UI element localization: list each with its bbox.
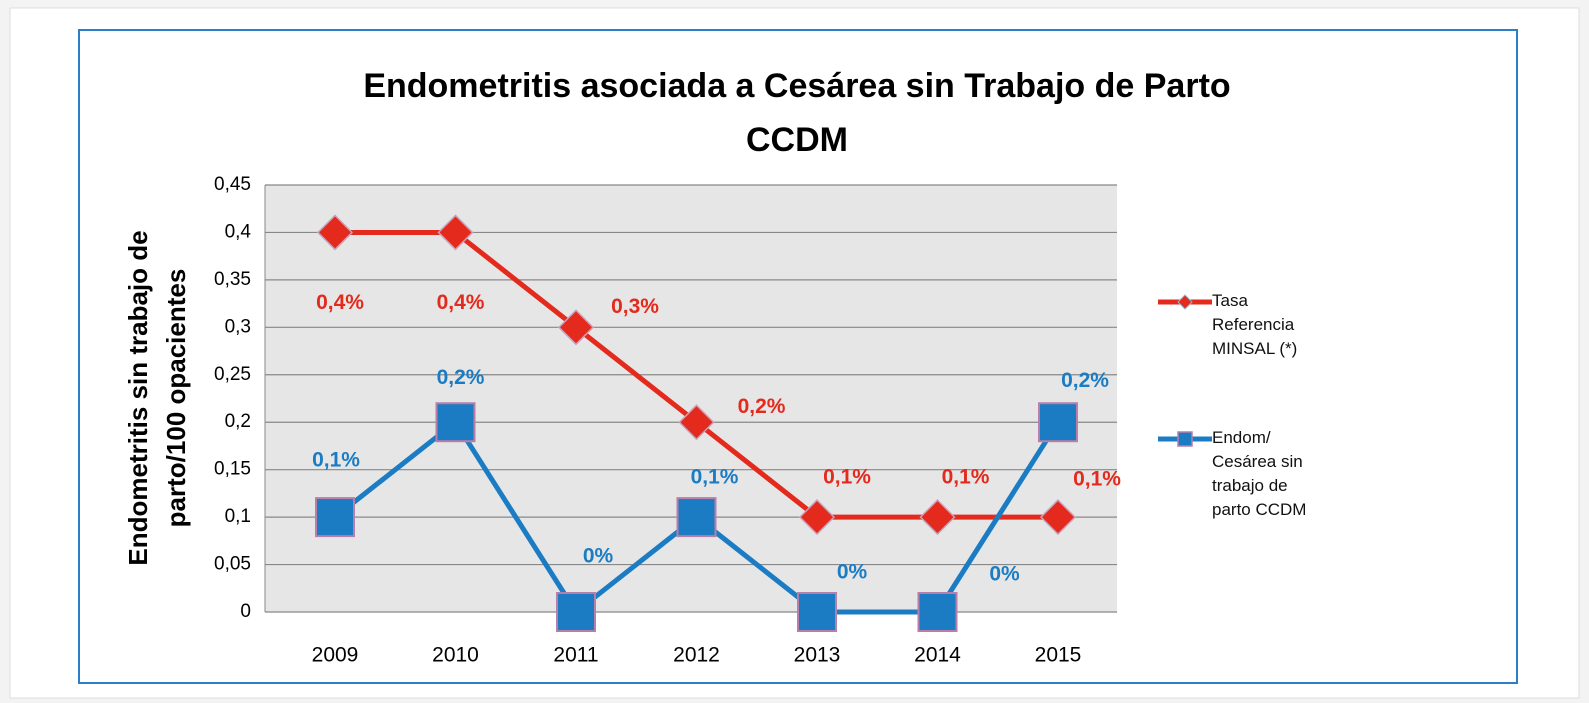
marker — [437, 214, 474, 251]
marker — [557, 309, 595, 346]
marker — [316, 214, 354, 251]
x-tick-label: 2015 — [1035, 644, 1082, 667]
y-axis-label-line: parto/100 opacientes — [161, 269, 191, 528]
x-tick-label: 2010 — [432, 644, 479, 667]
x-tick-label: 2013 — [794, 644, 841, 667]
x-tick-label: 2012 — [673, 644, 720, 667]
marker — [1039, 499, 1077, 536]
marker — [315, 497, 355, 538]
legend-marker — [1177, 431, 1193, 447]
marker — [798, 499, 836, 536]
y-axis-label-line: Endometritis sin trabajo de — [123, 230, 153, 565]
y-tick-label: 0,05 — [214, 554, 251, 575]
data-label: 0,3% — [611, 295, 659, 318]
marker — [797, 592, 837, 632]
y-tick-label: 0,3 — [225, 316, 251, 337]
data-label: 0,1% — [312, 449, 360, 472]
data-label: 0,2% — [1061, 369, 1109, 392]
data-label: 0% — [583, 545, 614, 568]
marker — [556, 592, 596, 632]
x-tick-label: 2009 — [312, 644, 359, 667]
y-tick-label: 0,15 — [214, 459, 251, 480]
marker — [678, 404, 715, 441]
plot-area — [265, 185, 1117, 612]
marker — [917, 592, 958, 632]
y-tick-label: 0,1 — [225, 506, 251, 527]
data-label: 0,2% — [437, 366, 485, 389]
data-label: 0% — [989, 563, 1020, 586]
data-label: 0,1% — [1073, 468, 1121, 491]
data-label: 0,1% — [691, 466, 739, 489]
legend-label: Tasa Referencia MINSAL (*) — [1212, 291, 1298, 358]
y-tick-label: 0,35 — [214, 269, 251, 290]
data-label: 0,4% — [316, 291, 364, 314]
x-tick-label: 2014 — [914, 644, 961, 667]
data-label: 0,1% — [942, 466, 990, 489]
y-tick-label: 0,45 — [214, 174, 251, 195]
marker — [435, 402, 476, 443]
data-label: 0% — [837, 561, 868, 584]
y-tick-label: 0,25 — [214, 364, 251, 385]
legend-marker — [1177, 294, 1193, 310]
y-tick-label: 0,2 — [225, 411, 251, 432]
data-label: 0,2% — [738, 395, 786, 418]
chart-title: CCDM — [746, 121, 848, 159]
legend-label: Endom/ Cesárea sin trabajo de parto CCDM — [1212, 428, 1307, 519]
marker — [1038, 402, 1078, 443]
y-tick-label: 0,4 — [225, 221, 252, 242]
chart-title: Endometritis asociada a Cesárea sin Trab… — [363, 67, 1230, 105]
x-tick-label: 2011 — [553, 644, 598, 667]
marker — [919, 499, 956, 536]
y-tick-label: 0 — [240, 601, 251, 622]
data-label: 0,1% — [823, 466, 871, 489]
data-label: 0,4% — [437, 291, 485, 314]
y-axis-label: Endometritis sin trabajo de parto/100 op… — [123, 230, 191, 565]
marker — [676, 497, 717, 538]
